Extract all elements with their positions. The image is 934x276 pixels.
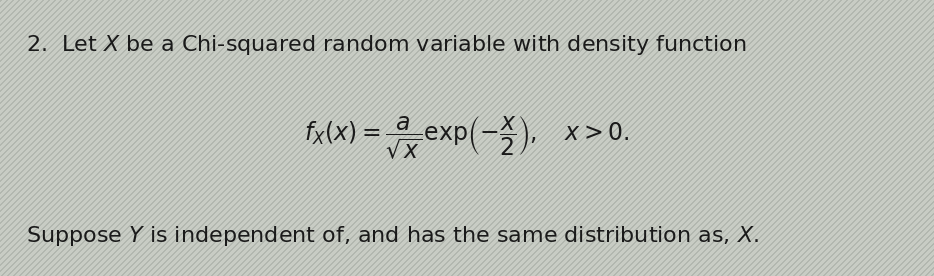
Text: Suppose $Y$ is independent of, and has the same distribution as, $X$.: Suppose $Y$ is independent of, and has t… <box>26 224 759 248</box>
Text: 2.  Let $X$ be a Chi-squared random variable with density function: 2. Let $X$ be a Chi-squared random varia… <box>26 33 747 57</box>
Text: $f_X(x) = \dfrac{a}{\sqrt{x}}\mathrm{exp}\left(-\dfrac{x}{2}\right), \quad x > 0: $f_X(x) = \dfrac{a}{\sqrt{x}}\mathrm{exp… <box>304 114 630 162</box>
